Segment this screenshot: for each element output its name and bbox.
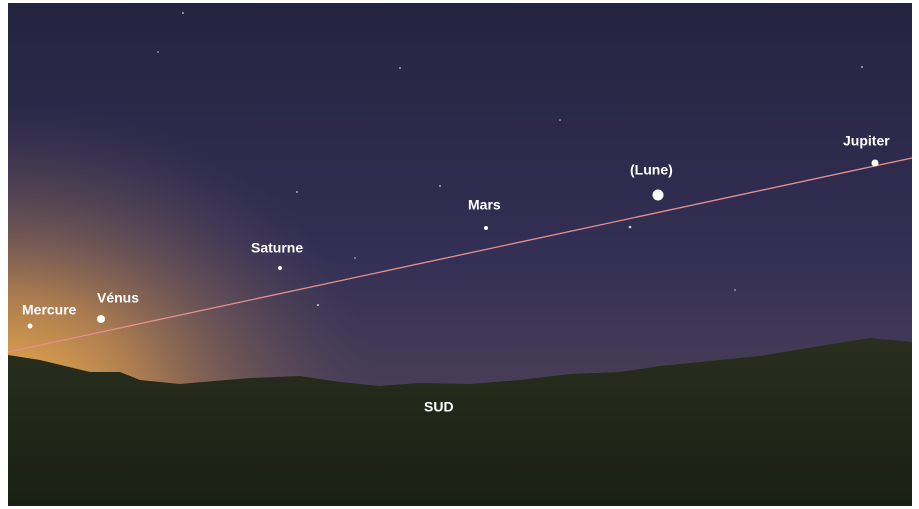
saturn-dot <box>278 266 282 270</box>
body-label: Mercure <box>22 302 77 318</box>
body-label: Jupiter <box>843 133 890 149</box>
body-label: (Lune) <box>630 162 673 178</box>
twilight-glow <box>8 3 912 403</box>
body-label: Mars <box>468 197 501 213</box>
mercury-dot <box>28 324 33 329</box>
page: Mercure Vénus Saturne Mars (Lune) Jupite… <box>0 0 919 509</box>
direction-label: SUD <box>424 399 454 415</box>
mars-dot <box>484 226 488 230</box>
body-label: Saturne <box>251 240 303 256</box>
body-label: Vénus <box>97 290 139 306</box>
venus-dot <box>97 315 105 323</box>
sky-view: Mercure Vénus Saturne Mars (Lune) Jupite… <box>0 0 919 509</box>
moon-dot <box>653 190 664 201</box>
jupiter-dot <box>872 160 879 167</box>
